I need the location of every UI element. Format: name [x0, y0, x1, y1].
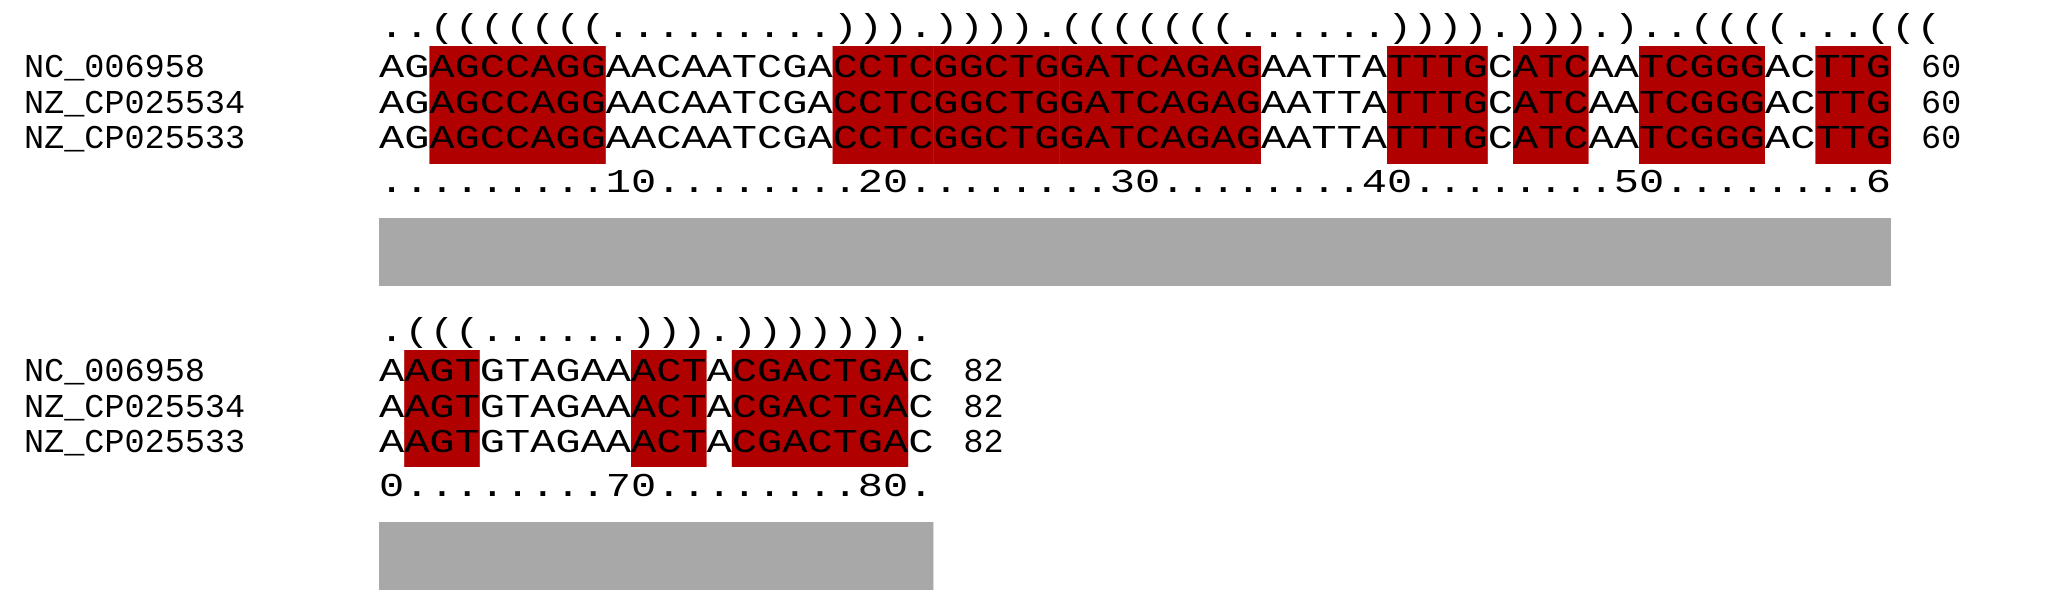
sequence-residues: AGAGCCAGGAACAATCGACCTCGGCTGGATCAGAGAATTA… [379, 121, 1891, 159]
sequence-name: NC_006958 [24, 50, 205, 88]
paired-base-highlight [1639, 46, 1765, 164]
sequence-end-position: 82 [963, 354, 1003, 392]
conservation-bar [379, 522, 934, 590]
paired-base-highlight [832, 46, 934, 164]
position-ruler: .........10........20........30........4… [379, 165, 1891, 203]
sequence-residues: AGAGCCAGGAACAATCGACCTCGGCTGGATCAGAGAATTA… [379, 50, 1891, 88]
paired-base-highlight [429, 46, 606, 164]
sequence-residues: AAGTGTAGAAACTACGACTGAC [379, 425, 933, 463]
sequence-name: NZ_CP025534 [24, 390, 245, 428]
paired-base-highlight [631, 350, 707, 467]
sequence-residues: AAGTGTAGAAACTACGACTGAC [379, 354, 933, 392]
paired-base-highlight [1815, 46, 1891, 164]
position-ruler: 0........70........80. [379, 469, 933, 507]
secondary-structure-line: ..(((((((.........))).)))).(((((((......… [379, 10, 1941, 48]
sequence-end-position: 60 [1921, 121, 1961, 159]
paired-base-highlight [1059, 46, 1261, 164]
sequence-name: NZ_CP025534 [24, 86, 245, 124]
paired-base-highlight [933, 46, 1060, 164]
paired-base-highlight [731, 350, 909, 467]
sequence-residues: AAGTGTAGAAACTACGACTGAC [379, 390, 933, 428]
sequence-end-position: 82 [963, 425, 1003, 463]
paired-base-highlight [1513, 46, 1589, 164]
paired-base-highlight [404, 350, 480, 467]
sequence-end-position: 82 [963, 390, 1003, 428]
paired-base-highlight [1387, 46, 1488, 164]
sequence-end-position: 60 [1921, 86, 1961, 124]
sequence-name: NC_006958 [24, 354, 205, 392]
secondary-structure-line: .(((......))).))))))). [379, 314, 933, 352]
sequence-end-position: 60 [1921, 50, 1961, 88]
sequence-name: NZ_CP025533 [24, 121, 245, 159]
sequence-name: NZ_CP025533 [24, 425, 245, 463]
conservation-bar [379, 218, 1891, 286]
sequence-residues: AGAGCCAGGAACAATCGACCTCGGCTGGATCAGAGAATTA… [379, 86, 1891, 124]
